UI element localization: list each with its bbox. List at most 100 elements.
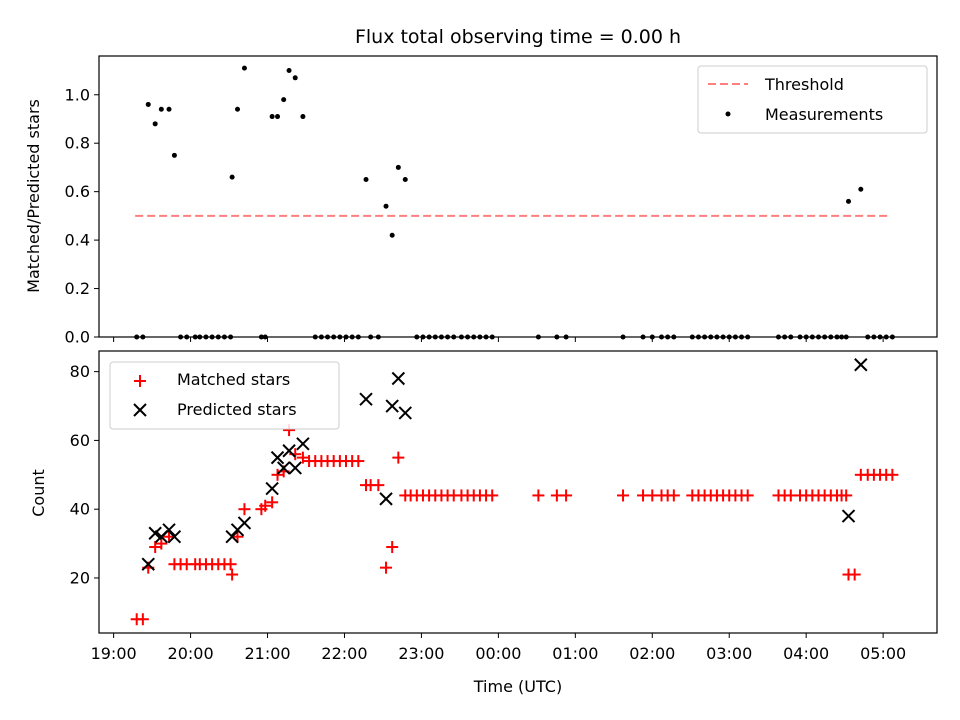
predicted-star-point xyxy=(296,437,310,451)
predicted-legend-label: Predicted stars xyxy=(177,400,297,419)
measurement-point xyxy=(171,152,177,158)
predicted-legend-swatch xyxy=(133,403,147,417)
bottom-x-tick-label: 22:00 xyxy=(321,644,367,663)
top-y-tick-label: 0.2 xyxy=(65,279,90,298)
bottom-x-tick-label: 04:00 xyxy=(783,644,829,663)
top-y-ticks: 0.0 0.2 0.4 0.6 0.8 1.0 xyxy=(65,85,99,347)
matched-star-point xyxy=(886,468,899,481)
measurement-point xyxy=(292,75,298,81)
matched-star-point xyxy=(486,489,499,502)
bottom-y-tick-label: 40 xyxy=(70,500,90,519)
predicted-star-point xyxy=(270,450,285,465)
predicted-stars-points xyxy=(141,358,868,571)
measurement-point xyxy=(152,121,158,127)
measurement-point xyxy=(395,164,401,170)
bottom-y-ticks: 20 40 60 80 xyxy=(70,362,99,587)
bottom-x-axis-label: Time (UTC) xyxy=(473,677,562,696)
matched-star-point xyxy=(259,499,272,512)
matched-star-point xyxy=(392,451,405,464)
bottom-x-tick-label: 01:00 xyxy=(552,644,598,663)
bottom-x-tick-label: 19:00 xyxy=(91,644,137,663)
predicted-star-point xyxy=(398,406,412,420)
measurement-point xyxy=(241,65,247,71)
predicted-star-point xyxy=(391,371,406,386)
matched-star-point xyxy=(352,455,365,468)
bottom-x-tick-label: 00:00 xyxy=(475,644,521,663)
matched-star-point xyxy=(149,541,162,554)
matched-star-point xyxy=(226,568,239,581)
bottom-axes-frame xyxy=(98,350,938,634)
matched-star-point xyxy=(271,468,284,481)
predicted-star-point xyxy=(276,461,291,475)
measurement-point xyxy=(300,114,306,120)
top-legend-frame xyxy=(697,65,928,134)
matched-stars-points xyxy=(130,424,899,626)
measurement-point xyxy=(235,106,241,112)
measurement-point xyxy=(286,68,292,74)
measurement-point xyxy=(229,174,235,180)
matched-legend-label: Matched stars xyxy=(177,370,290,389)
measurements-legend-label: Measurements xyxy=(765,105,883,124)
measurement-point xyxy=(145,101,151,107)
predicted-star-point xyxy=(854,358,868,372)
top-y-tick-label: 1.0 xyxy=(65,85,90,104)
measurement-point xyxy=(383,203,389,209)
measurement-point xyxy=(389,232,395,238)
bottom-y-axis-label: Count xyxy=(29,469,48,517)
top-panel: 0.0 0.2 0.4 0.6 0.8 1.0 Threshold Measurement… xyxy=(65,55,938,347)
measurement-point xyxy=(166,106,172,112)
predicted-star-point xyxy=(265,481,279,496)
bottom-x-tick-label: 20:00 xyxy=(168,644,214,663)
bottom-y-tick-label: 80 xyxy=(70,362,90,381)
measurement-point xyxy=(275,114,281,120)
predicted-star-point xyxy=(167,530,182,544)
bottom-x-tick-label: 03:00 xyxy=(706,644,752,663)
matched-star-point xyxy=(238,503,251,516)
matched-star-point xyxy=(560,489,573,502)
threshold-legend-label: Threshold xyxy=(764,75,844,94)
predicted-star-point xyxy=(841,509,856,523)
predicted-star-point xyxy=(379,492,393,506)
chart-title: Flux total observing time = 0.00 h xyxy=(355,26,681,48)
predicted-star-point xyxy=(282,444,296,458)
predicted-star-point xyxy=(162,523,176,537)
predicted-star-point xyxy=(141,557,155,571)
measurements-legend-swatch xyxy=(725,111,731,117)
matched-star-point xyxy=(617,489,630,502)
matched-star-point xyxy=(848,568,861,581)
measurement-point xyxy=(858,186,864,192)
top-axes-frame xyxy=(98,55,938,338)
matched-star-point xyxy=(296,451,309,464)
measurement-point xyxy=(281,97,287,103)
measurement-point xyxy=(269,114,275,120)
matched-star-point xyxy=(532,489,545,502)
matched-star-point xyxy=(667,489,680,502)
predicted-star-point xyxy=(237,516,252,530)
matched-star-point xyxy=(372,479,385,492)
predicted-star-point xyxy=(385,399,399,413)
predicted-star-point xyxy=(225,530,239,544)
top-y-tick-label: 0.0 xyxy=(65,328,90,347)
predicted-star-point xyxy=(359,392,373,406)
matched-legend-swatch xyxy=(134,375,146,387)
matched-star-point xyxy=(386,541,399,554)
matched-star-point xyxy=(380,561,393,574)
top-legend: Threshold Measurements xyxy=(697,65,928,134)
predicted-star-point xyxy=(288,461,302,475)
bottom-panel: 20 40 60 80 19:00 20:00 21:00 22:00 23:00 00:00 0… xyxy=(70,350,938,663)
bottom-legend: Matched stars Predicted stars xyxy=(109,361,340,430)
matched-star-point xyxy=(155,537,168,550)
bottom-x-tick-label: 05:00 xyxy=(860,644,906,663)
bottom-x-tick-label: 23:00 xyxy=(398,644,444,663)
matched-star-point xyxy=(266,496,279,509)
top-y-tick-label: 0.4 xyxy=(65,231,90,250)
top-y-tick-label: 0.8 xyxy=(65,134,90,153)
measurement-point xyxy=(158,106,164,112)
matched-star-point xyxy=(136,613,149,626)
bottom-x-tick-label: 02:00 xyxy=(629,644,675,663)
bottom-x-ticks: 19:00 20:00 21:00 22:00 23:00 00:00 01:00 02:00… xyxy=(91,633,906,663)
measurement-point xyxy=(402,177,408,183)
bottom-x-tick-label: 21:00 xyxy=(244,644,290,663)
bottom-y-tick-label: 60 xyxy=(70,431,90,450)
